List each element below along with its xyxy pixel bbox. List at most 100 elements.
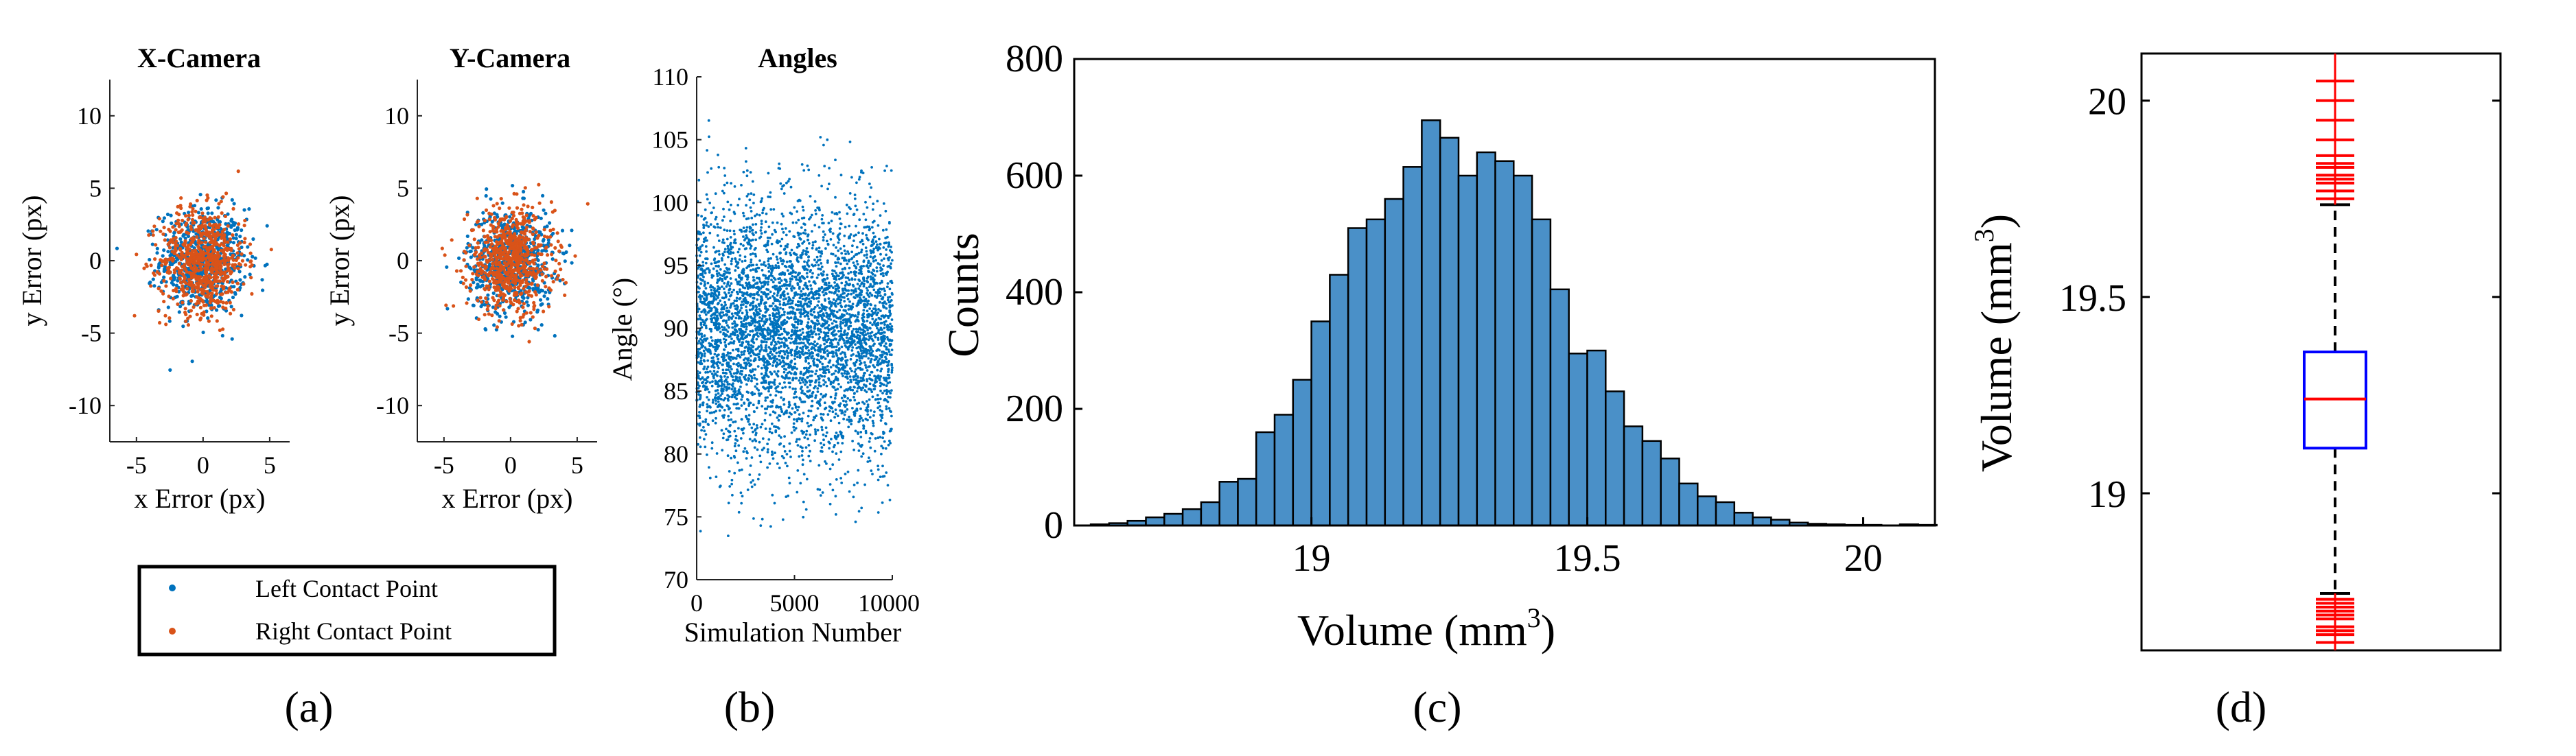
angles-point (739, 254, 742, 257)
x-camera-point (132, 314, 137, 318)
angles-point (799, 376, 802, 379)
x-camera-point (237, 247, 241, 251)
x-camera-point (198, 248, 202, 252)
angles-point (883, 169, 886, 172)
angles-point (754, 214, 756, 217)
x-camera-point (238, 235, 242, 239)
angles-point (857, 449, 861, 452)
angles-point (715, 416, 717, 420)
angles-point (874, 259, 877, 262)
angles-point (824, 278, 826, 281)
x-camera-point (183, 265, 187, 270)
angles-point (865, 366, 868, 369)
x-camera-point (202, 237, 206, 241)
x-camera-point (192, 289, 196, 293)
angles-point (735, 348, 738, 351)
y-camera-point (452, 304, 456, 308)
y-camera-point (527, 340, 531, 344)
x-camera-point (151, 277, 155, 281)
y-camera-point (539, 216, 543, 220)
y-camera-point (475, 196, 479, 200)
x-camera-point (164, 322, 168, 327)
x-camera-point (203, 263, 208, 267)
angles-point (736, 263, 739, 266)
y-camera-point (559, 268, 563, 272)
angles-point (802, 345, 804, 349)
y-camera-point (519, 222, 523, 226)
y-camera-point (568, 244, 572, 248)
y-camera-point (526, 303, 531, 307)
y-camera-point (470, 278, 474, 282)
angles-point (883, 327, 886, 329)
angles-point (723, 408, 726, 412)
x-camera-point (238, 241, 242, 245)
x-camera-point (189, 309, 193, 313)
y-camera-point (509, 237, 513, 241)
y-camera-point (481, 211, 485, 215)
x-camera-point (224, 306, 228, 311)
x-camera-point (228, 300, 232, 305)
x-camera-point (249, 259, 253, 263)
y-camera-point (510, 216, 514, 221)
y-camera-point (472, 303, 476, 307)
angles-point (865, 287, 868, 290)
legend: Left Contact Point Right Contact Point (137, 565, 557, 657)
x-camera-point (226, 265, 230, 270)
y-camera-point (531, 267, 535, 271)
x-camera-point (205, 260, 209, 264)
angles-point (824, 357, 827, 360)
x-camera-point (191, 221, 195, 225)
y-camera-point (532, 300, 536, 305)
x-camera-point (175, 244, 180, 248)
y-camera-point (542, 228, 546, 232)
angles-point (722, 207, 725, 211)
y-camera-point (531, 287, 535, 291)
y-camera-point (553, 246, 557, 250)
angles-point (723, 228, 726, 232)
legend-left-marker (169, 584, 176, 591)
angles-point (760, 263, 763, 266)
x-camera-point (157, 217, 161, 221)
y-camera-point (539, 303, 543, 307)
x-camera-point (172, 276, 176, 281)
legend-right-marker (169, 628, 176, 635)
x-camera-point (211, 288, 216, 292)
angles-point (841, 442, 844, 445)
x-camera-point (202, 310, 206, 314)
angles-point (764, 220, 767, 224)
angles-point (817, 377, 820, 381)
y-camera-point (570, 261, 574, 265)
y-camera-point (511, 241, 515, 246)
angles-point (730, 203, 732, 206)
angles-point (702, 323, 706, 327)
x-camera-title: X-Camera (137, 43, 261, 73)
y-camera-point (504, 239, 508, 243)
y-camera-point (501, 308, 506, 312)
angles-point (800, 163, 804, 166)
angles-point (781, 518, 785, 521)
angles-point (866, 253, 868, 256)
angles-point (742, 226, 745, 229)
angles-point (873, 375, 876, 378)
angles-point (854, 343, 857, 346)
y-camera-point (538, 298, 543, 302)
angles-point (834, 369, 837, 373)
x-camera-point (192, 261, 196, 265)
angles-point (710, 447, 714, 450)
angles-point (750, 481, 753, 484)
x-camera-point (155, 251, 159, 255)
y-camera-point (474, 277, 478, 282)
x-camera-ylabel: y Error (px) (16, 195, 47, 326)
x-camera-point (189, 227, 194, 231)
angles-point (813, 200, 817, 203)
y-camera-point (480, 269, 485, 273)
angles-point (717, 301, 720, 305)
y-camera-point (483, 248, 487, 252)
angles-point (851, 346, 855, 349)
x-camera-point (181, 324, 185, 329)
angles-point (810, 405, 813, 407)
angles-point (803, 378, 807, 381)
angles-point (717, 272, 721, 275)
angles-point (778, 434, 781, 437)
x-camera-point (202, 313, 206, 317)
